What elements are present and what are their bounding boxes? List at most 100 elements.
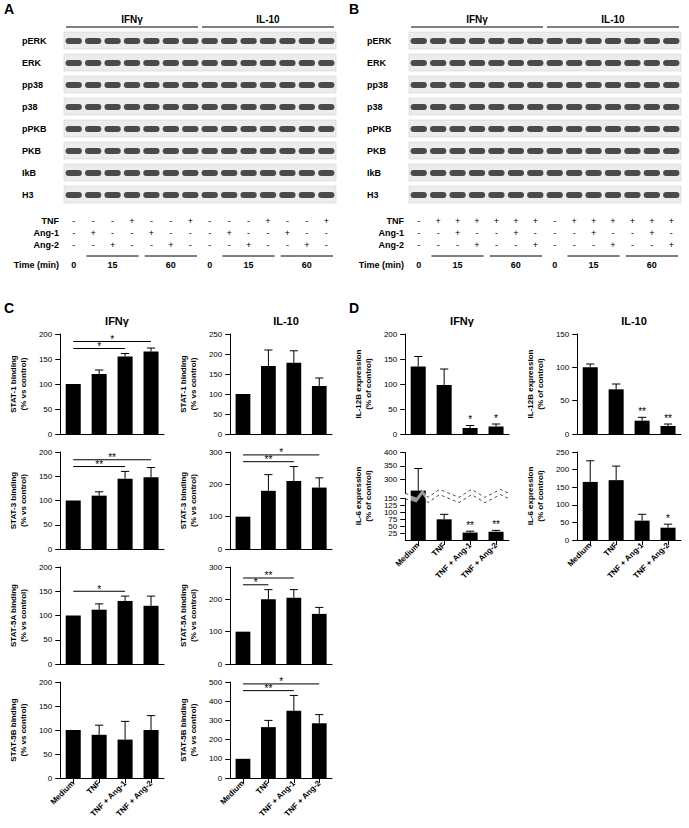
svg-text:100: 100 [209, 754, 223, 763]
svg-text:*: * [666, 513, 670, 524]
svg-text:-: - [169, 216, 172, 226]
svg-text:0: 0 [48, 545, 53, 554]
svg-text:-: - [92, 216, 95, 226]
svg-text:-: - [573, 240, 576, 250]
svg-text:-: - [592, 240, 595, 250]
svg-text:-: - [417, 240, 420, 250]
svg-text:-: - [631, 228, 634, 238]
svg-text:+: + [533, 240, 538, 250]
svg-text:+: + [513, 228, 518, 238]
svg-text:*: * [279, 447, 283, 458]
svg-text:STAT-1 binding: STAT-1 binding [179, 355, 188, 413]
svg-text:+: + [455, 216, 460, 226]
svg-text:STAT-5A binding: STAT-5A binding [179, 584, 188, 647]
svg-text:**: ** [265, 454, 273, 465]
svg-text:+: + [669, 240, 674, 250]
svg-text:+: + [246, 240, 251, 250]
svg-text:H3: H3 [22, 190, 34, 200]
svg-text:**: ** [664, 413, 672, 424]
svg-text:+: + [630, 216, 635, 226]
svg-text:TNF + Ang-2: TNF + Ang-2 [460, 540, 500, 580]
svg-text:200: 200 [209, 595, 223, 604]
svg-text:400: 400 [384, 448, 398, 457]
svg-text:+: + [649, 216, 654, 226]
svg-text:-: - [417, 216, 420, 226]
svg-text:150: 150 [39, 355, 53, 364]
svg-text:+: + [494, 216, 499, 226]
svg-text:ERK: ERK [22, 58, 42, 68]
svg-text:+: + [474, 216, 479, 226]
svg-text:50: 50 [213, 410, 222, 419]
svg-text:STAT-5A binding: STAT-5A binding [9, 584, 18, 647]
svg-text:-: - [325, 228, 328, 238]
svg-text:150: 150 [556, 483, 570, 492]
svg-text:TNF + Ang-2: TNF + Ang-2 [283, 778, 323, 818]
svg-text:400: 400 [209, 697, 223, 706]
svg-text:60: 60 [647, 260, 657, 270]
svg-text:100: 100 [384, 380, 398, 389]
svg-text:60: 60 [302, 260, 312, 270]
svg-text:PKB: PKB [22, 146, 42, 156]
svg-text:-: - [670, 228, 673, 238]
svg-text:*: * [110, 334, 114, 345]
svg-text:*: * [468, 414, 472, 425]
svg-text:15: 15 [108, 260, 118, 270]
svg-text:60: 60 [166, 260, 176, 270]
svg-text:+: + [129, 216, 134, 226]
svg-text:Ang-2: Ang-2 [34, 240, 60, 250]
svg-text:Medium: Medium [566, 541, 594, 569]
svg-text:50: 50 [43, 405, 52, 414]
svg-text:pERK: pERK [22, 36, 47, 46]
svg-text:IL-12B expression: IL-12B expression [354, 349, 363, 418]
svg-text:-: - [325, 240, 328, 250]
svg-text:-: - [612, 228, 615, 238]
svg-text:-: - [72, 216, 75, 226]
svg-text:-: - [247, 228, 250, 238]
svg-text:A: A [4, 1, 14, 17]
svg-text:IkB: IkB [22, 168, 37, 178]
svg-text:-: - [631, 240, 634, 250]
svg-text:-: - [286, 216, 289, 226]
svg-text:+: + [533, 216, 538, 226]
svg-text:150: 150 [209, 370, 223, 379]
svg-text:-: - [286, 240, 289, 250]
svg-text:100: 100 [556, 363, 570, 372]
svg-text:Medium: Medium [394, 541, 422, 569]
svg-text:-: - [150, 216, 153, 226]
svg-text:**: ** [265, 683, 273, 694]
svg-text:+: + [324, 216, 329, 226]
svg-text:STAT-1 binding: STAT-1 binding [9, 355, 18, 413]
svg-text:+: + [110, 240, 115, 250]
svg-text:+: + [610, 216, 615, 226]
svg-text:-: - [169, 228, 172, 238]
svg-text:200: 200 [209, 735, 223, 744]
svg-text:B: B [349, 1, 359, 17]
svg-text:PKB: PKB [367, 146, 387, 156]
svg-text:**: ** [265, 570, 273, 581]
svg-text:300: 300 [384, 475, 398, 484]
svg-text:-: - [208, 216, 211, 226]
svg-text:200: 200 [209, 350, 223, 359]
svg-text:+: + [513, 216, 518, 226]
svg-text:TNF: TNF [387, 216, 405, 226]
svg-text:(% vs control): (% vs control) [189, 357, 198, 410]
svg-text:-: - [553, 240, 556, 250]
svg-text:**: ** [638, 406, 646, 417]
svg-text:STAT-5B binding: STAT-5B binding [179, 698, 188, 761]
svg-text:+: + [610, 240, 615, 250]
svg-text:IFNγ: IFNγ [450, 315, 475, 327]
svg-text:ERK: ERK [367, 58, 387, 68]
svg-text:50: 50 [43, 635, 52, 644]
svg-text:+: + [188, 216, 193, 226]
svg-text:+: + [669, 216, 674, 226]
svg-text:IL-10: IL-10 [621, 315, 647, 327]
svg-text:pp38: pp38 [22, 80, 43, 90]
svg-text:TNF: TNF [602, 541, 619, 558]
svg-text:(% of control): (% of control) [536, 470, 545, 522]
svg-text:150: 150 [384, 355, 398, 364]
svg-text:IL-10: IL-10 [273, 315, 299, 327]
svg-text:-: - [573, 228, 576, 238]
svg-text:-: - [72, 228, 75, 238]
svg-text:IL-10: IL-10 [601, 14, 625, 25]
svg-text:+: + [649, 228, 654, 238]
